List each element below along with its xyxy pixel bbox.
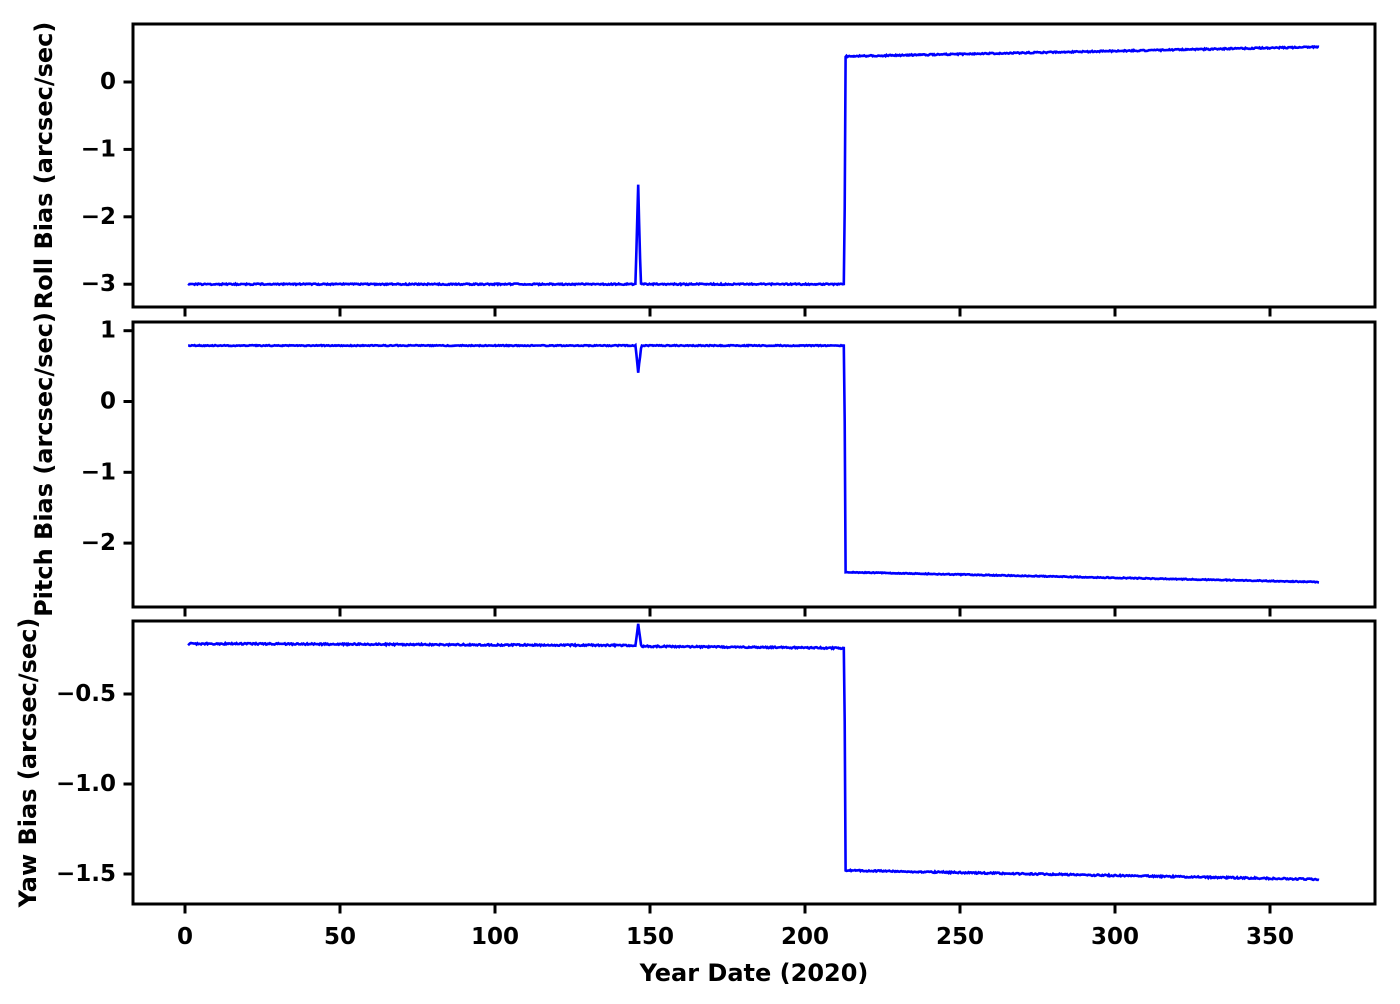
yaw_bias-panel: 0 50 100 150 200 250 300 350 −0.5 −1.0 −1.5 — [56, 619, 1377, 950]
yaw_bias-line — [187, 623, 1320, 882]
roll_bias-panel: 0 −1 −2 −3 — [81, 22, 1377, 317]
panel-border — [131, 619, 1377, 906]
pitch_bias-panel: 1 0 −1 −2 — [81, 318, 1377, 617]
y-tick-label: −1.0 — [56, 771, 116, 797]
roll-ylabel: Roll Bias (arcsec/sec) — [30, 22, 58, 310]
y-tick-label: 1 — [100, 318, 116, 344]
x-tick-label: 250 — [936, 924, 984, 950]
x-tick-label: 300 — [1091, 924, 1139, 950]
x-tick-label: 0 — [177, 924, 193, 950]
y-tick-label: −2 — [81, 530, 116, 556]
pitch_bias-line — [188, 342, 1320, 584]
y-tick-label: −1 — [81, 459, 116, 485]
y-tick-label: −1.5 — [56, 861, 116, 887]
roll_bias-line — [187, 44, 1320, 287]
panel-border — [131, 320, 1377, 609]
y-tick-label: 0 — [100, 69, 116, 95]
y-tick-label: −1 — [81, 136, 116, 162]
pitch-ylabel: Pitch Bias (arcsec/sec) — [30, 312, 58, 617]
x-tick-label: 100 — [471, 924, 519, 950]
x-axis-label: Year Date (2020) — [639, 959, 869, 987]
x-tick-label: 50 — [324, 924, 356, 950]
x-tick-label: 350 — [1246, 924, 1294, 950]
y-tick-label: 0 — [100, 389, 116, 415]
y-tick-label: −2 — [81, 204, 116, 230]
x-tick-label: 150 — [626, 924, 674, 950]
y-tick-label: −0.5 — [56, 681, 116, 707]
panel-border — [131, 22, 1377, 309]
yaw-ylabel: Yaw Bias (arcsec/sec) — [14, 618, 42, 909]
x-tick-label: 200 — [781, 924, 829, 950]
y-tick-label: −3 — [81, 271, 116, 297]
